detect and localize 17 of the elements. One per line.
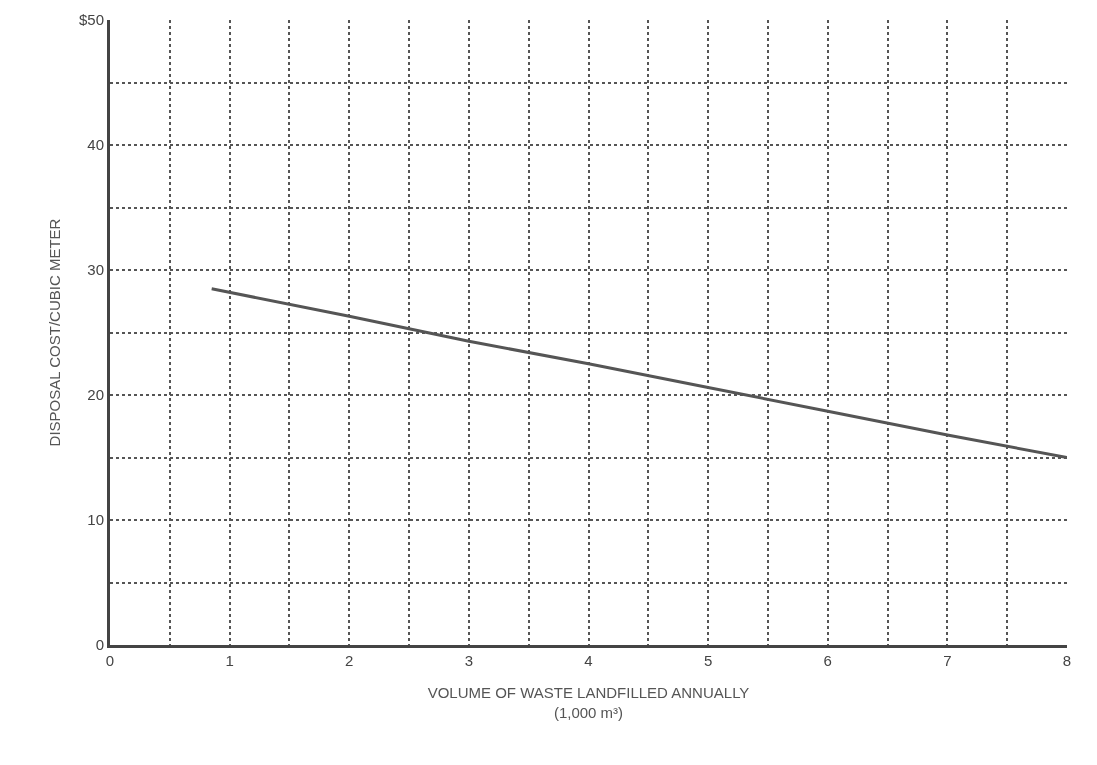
x-tick-label: 5: [703, 652, 713, 669]
x-tick-label: 6: [823, 652, 832, 669]
y-tick-label: 10: [87, 511, 104, 529]
x-tick-label: 7: [943, 652, 952, 669]
y-tick-label: 0: [95, 636, 104, 654]
x-tick-label: 4: [584, 652, 593, 669]
x-tick-label: 2: [345, 652, 354, 669]
y-tick-label: 30: [87, 261, 104, 279]
x-tick-label: 1: [225, 652, 234, 669]
y-tick-label: 20: [87, 386, 104, 404]
x-tick-label: 8: [1062, 652, 1072, 669]
y-tick-label: $50: [78, 11, 104, 29]
x-tick-label: 3: [464, 652, 474, 669]
y-tick-label: 40: [87, 136, 104, 154]
x-tick-label: 0: [105, 652, 115, 669]
x-axis-title: VOLUME OF WASTE LANDFILLED ANNUALLY (1,000 m³): [427, 684, 750, 721]
y-axis-title: DISPOSAL COST/CUBIC METER: [46, 218, 64, 447]
